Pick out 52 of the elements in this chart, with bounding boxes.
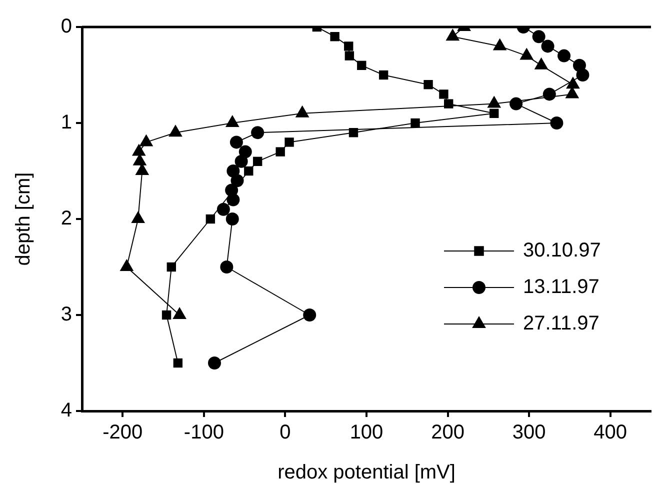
point	[252, 156, 262, 166]
point	[542, 88, 556, 101]
point	[303, 308, 316, 322]
point	[230, 136, 243, 149]
point	[532, 30, 546, 44]
legend-label: 27.11.97	[523, 312, 600, 335]
point	[276, 147, 285, 156]
point	[220, 260, 234, 274]
point	[357, 60, 366, 70]
y-tick-label: 3	[60, 304, 72, 326]
point	[284, 138, 294, 147]
y-tick-label: 1	[60, 112, 72, 134]
y-tick-label: 2	[60, 208, 72, 230]
point	[226, 212, 239, 226]
point	[424, 80, 433, 90]
x-tick-label: 300	[512, 422, 546, 444]
point	[162, 310, 172, 320]
point	[226, 193, 240, 206]
legend-label: 13.11.97	[523, 276, 600, 298]
x-tick-label: 100	[350, 422, 384, 444]
point	[510, 97, 523, 110]
point	[439, 90, 448, 99]
x-axis-title: redox potential [mV]	[278, 462, 456, 484]
point	[344, 51, 354, 60]
point	[244, 166, 254, 176]
y-tick-label: 4	[60, 400, 72, 422]
x-tick-label: -200	[102, 422, 143, 444]
y-axis-title: depth [cm]	[12, 172, 35, 266]
point	[348, 128, 358, 138]
point	[490, 108, 499, 118]
point	[206, 214, 216, 224]
point	[410, 118, 420, 128]
point	[378, 70, 388, 80]
point	[444, 99, 454, 108]
legend-label: 30.10.97	[523, 240, 601, 262]
point	[166, 262, 176, 272]
y-tick-label: 0	[60, 16, 72, 38]
x-tick-label: 400	[594, 422, 628, 444]
x-tick-label: 200	[431, 422, 464, 444]
point	[208, 356, 221, 370]
point	[330, 32, 340, 42]
point	[344, 42, 354, 51]
point	[216, 202, 230, 216]
point	[251, 126, 264, 140]
point	[541, 40, 554, 53]
point	[173, 358, 183, 368]
point	[550, 116, 564, 130]
x-tick-label: -100	[184, 422, 224, 444]
point	[234, 154, 248, 168]
x-tick-label: 0	[280, 422, 291, 444]
point	[576, 68, 590, 82]
point	[558, 49, 571, 62]
